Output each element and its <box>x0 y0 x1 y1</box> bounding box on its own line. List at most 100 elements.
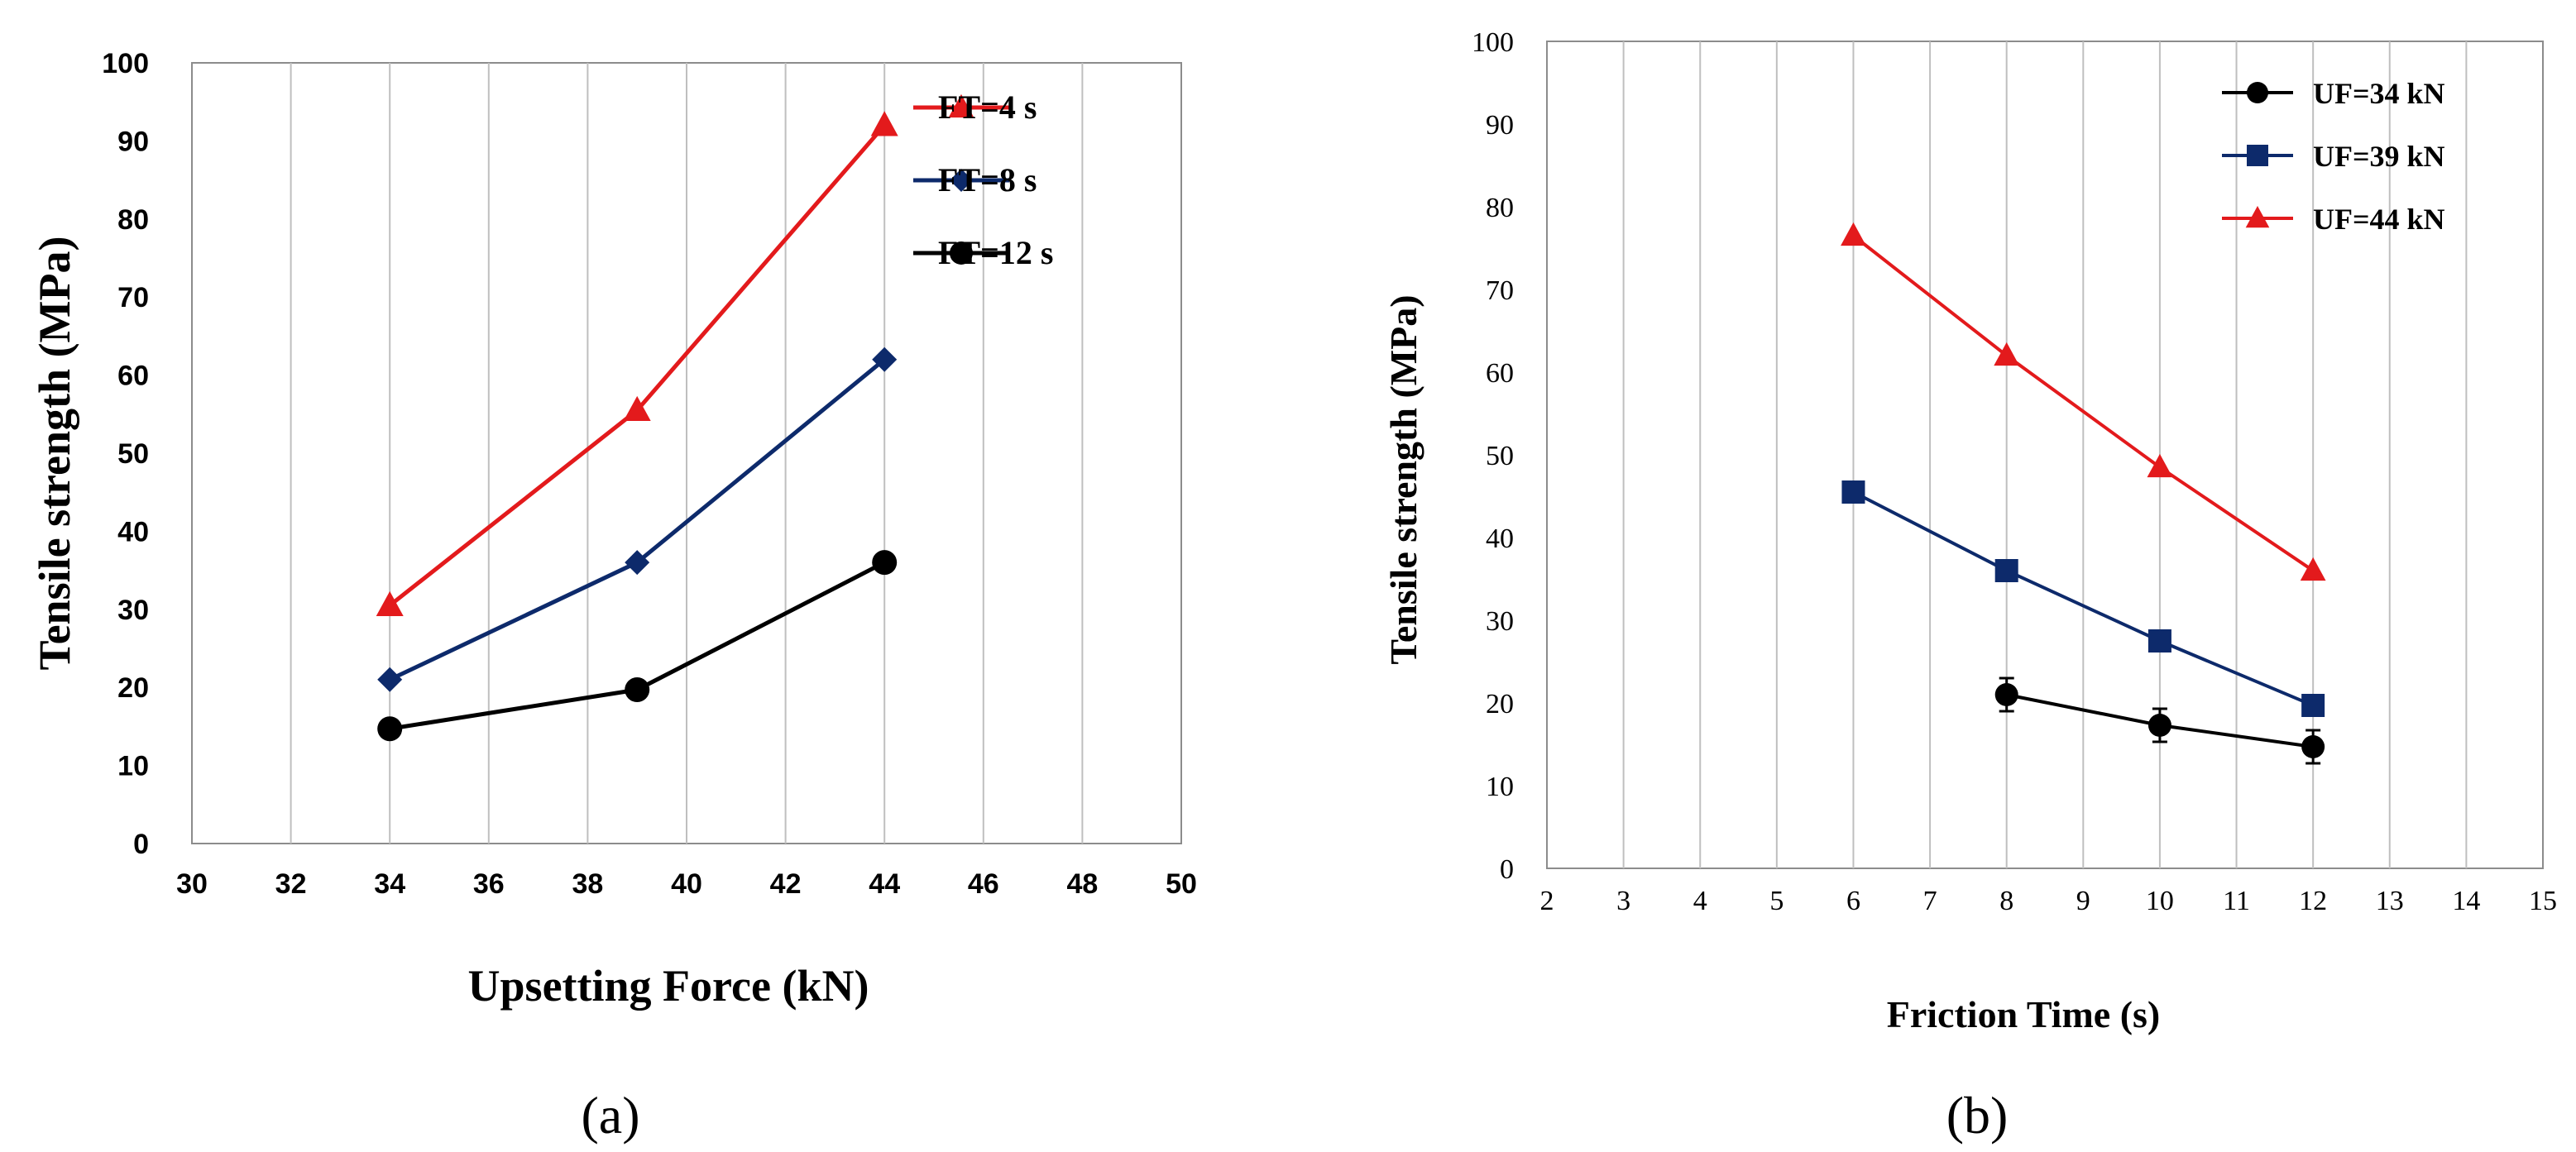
chart-a: 0 10 20 30 40 50 60 70 80 90 100 30 32 34 36 38 40 42 44 4… <box>30 48 1197 1145</box>
chart-a-y-tick-label: 100 <box>102 48 149 79</box>
chart-b: 0 10 20 30 40 50 60 70 80 90 100 2 3 4 5 6 7 8 9 10 11 12 13 1… <box>1382 27 2557 1145</box>
chart-b-x-tick-label: 2 <box>1540 886 1554 916</box>
chart-b-y-tick-label: 70 <box>1486 275 1514 306</box>
chart-b-y-tick-label: 10 <box>1486 772 1514 802</box>
chart-b-y-tick-label: 90 <box>1486 110 1514 141</box>
chart-b-y-tick-label: 30 <box>1486 606 1514 637</box>
chart-a-data-point <box>376 590 404 617</box>
chart-b-y-tick-label: 60 <box>1486 358 1514 389</box>
chart-b-x-ticks: 2 3 4 5 6 7 8 9 10 11 12 13 14 15 <box>1540 886 2558 916</box>
chart-b-data-point <box>1841 480 1865 504</box>
chart-a-x-tick-label: 38 <box>572 868 603 900</box>
chart-b-panel-label: (b) <box>1946 1086 2009 1145</box>
chart-a-data-point <box>377 667 403 692</box>
chart-b-y-tick-label: 80 <box>1486 193 1514 223</box>
chart-b-x-tick-label: 6 <box>1846 886 1860 916</box>
chart-b-y-tick-label: 40 <box>1486 523 1514 554</box>
chart-b-x-tick-label: 10 <box>2146 886 2174 916</box>
chart-a-x-tick-label: 42 <box>770 868 802 900</box>
chart-b-x-tick-label: 4 <box>1693 886 1707 916</box>
chart-a-y-tick-label: 40 <box>117 516 149 547</box>
chart-a-data-point <box>872 347 898 372</box>
chart-a-data-point <box>625 550 650 576</box>
chart-b-x-tick-label: 11 <box>2223 886 2250 916</box>
chart-a-legend-marker <box>948 93 974 118</box>
chart-b-data-point <box>1994 342 2020 366</box>
chart-a-x-tick-label: 44 <box>869 868 900 900</box>
chart-a-y-tick-label: 80 <box>117 204 149 236</box>
chart-b-x-tick-label: 9 <box>2076 886 2090 916</box>
chart-a-x-tick-label: 32 <box>275 868 307 900</box>
chart-b-x-tick-label: 8 <box>1999 886 2013 916</box>
chart-b-y-axis-title: Tensile strength (MPa) <box>1382 294 1424 664</box>
chart-a-x-axis-title: Upsetting Force (kN) <box>468 961 869 1011</box>
chart-a-x-tick-label: 36 <box>473 868 505 900</box>
chart-b-data-point <box>2301 694 2325 717</box>
chart-a-y-tick-label: 10 <box>117 751 149 782</box>
chart-a-x-tick-label: 46 <box>968 868 999 900</box>
chart-a-y-tick-label: 20 <box>117 672 149 704</box>
chart-a-x-tick-label: 40 <box>671 868 702 900</box>
chart-a-y-ticks: 0 10 20 30 40 50 60 70 80 90 100 <box>102 48 149 860</box>
chart-a-x-ticks: 30 32 34 36 38 40 42 44 46 48 50 <box>176 868 1197 900</box>
chart-a-y-tick-label: 70 <box>117 282 149 313</box>
chart-a-data-point <box>377 716 403 742</box>
chart-b-x-tick-label: 13 <box>2376 886 2404 916</box>
chart-a-series <box>376 111 898 742</box>
chart-a-y-tick-label: 90 <box>117 126 149 157</box>
chart-a-panel-label: (a) <box>581 1086 639 1145</box>
chart-a-y-tick-label: 30 <box>117 595 149 626</box>
chart-b-x-tick-label: 5 <box>1769 886 1784 916</box>
chart-a-legend-label: FT=4 s <box>938 88 1037 126</box>
chart-a-data-point <box>870 111 898 136</box>
chart-b-x-tick-label: 15 <box>2529 886 2557 916</box>
chart-a-x-tick-label: 48 <box>1066 868 1098 900</box>
chart-a-y-axis-title: Tensile strength (MPa) <box>30 237 79 671</box>
chart-b-data-point <box>1994 683 2018 706</box>
chart-a-y-tick-label: 50 <box>117 438 149 470</box>
chart-a-data-point <box>872 550 898 576</box>
chart-b-data-point <box>2147 453 2173 478</box>
chart-a-legend-marker <box>950 241 973 265</box>
chart-b-series-line-2 <box>1852 490 2314 707</box>
chart-b-y-tick-label: 100 <box>1472 27 1514 58</box>
chart-a-legend: FT=4 s FT=8 s FT=12 s <box>913 88 1053 271</box>
chart-b-data-point <box>2147 714 2171 737</box>
chart-b-x-tick-label: 3 <box>1616 886 1630 916</box>
chart-b-data-point <box>1994 559 2018 582</box>
chart-b-x-tick-label: 12 <box>2299 886 2327 916</box>
chart-a-y-tick-label: 0 <box>133 829 149 860</box>
chart-a-legend-label: FT=12 s <box>938 234 1053 271</box>
chart-b-y-ticks: 0 10 20 30 40 50 60 70 80 90 100 <box>1472 27 1514 885</box>
chart-a-gridlines <box>290 63 1084 844</box>
chart-a-y-tick-label: 60 <box>117 361 149 392</box>
chart-b-x-tick-label: 7 <box>1923 886 1937 916</box>
chart-a-x-tick-label: 34 <box>374 868 405 900</box>
chart-b-legend-marker <box>2247 145 2268 166</box>
chart-b-series-line-3 <box>1852 234 2315 572</box>
chart-b-legend-marker <box>2247 82 2268 103</box>
chart-b-legend: UF=34 kN UF=39 kN UF=44 kN <box>2222 77 2445 236</box>
chart-a-data-point <box>625 677 650 703</box>
chart-b-x-tick-label: 14 <box>2452 886 2480 916</box>
chart-a-x-tick-label: 50 <box>1166 868 1197 900</box>
chart-b-data-point <box>2301 735 2325 758</box>
chart-b-legend-label: UF=34 kN <box>2313 77 2445 110</box>
chart-b-legend-label: UF=39 kN <box>2313 140 2445 173</box>
chart-b-plot-area <box>1546 41 2544 869</box>
chart-b-y-tick-label: 50 <box>1486 441 1514 471</box>
chart-a-x-tick-label: 30 <box>176 868 208 900</box>
chart-a-data-point <box>623 395 651 422</box>
chart-b-legend-marker <box>2245 206 2270 228</box>
chart-b-data-point <box>1841 222 1866 246</box>
chart-b-data-point <box>2300 557 2326 581</box>
chart-b-gridlines <box>1622 41 2468 868</box>
chart-b-legend-label: UF=44 kN <box>2313 203 2445 236</box>
chart-b-y-tick-label: 20 <box>1486 689 1514 719</box>
chart-b-y-tick-label: 0 <box>1500 854 1514 885</box>
chart-a-series-line-1 <box>388 123 887 608</box>
chart-a-legend-label: FT=8 s <box>938 161 1037 198</box>
chart-a-legend-marker <box>950 169 973 192</box>
chart-b-x-axis-title: Friction Time (s) <box>1887 993 2160 1035</box>
